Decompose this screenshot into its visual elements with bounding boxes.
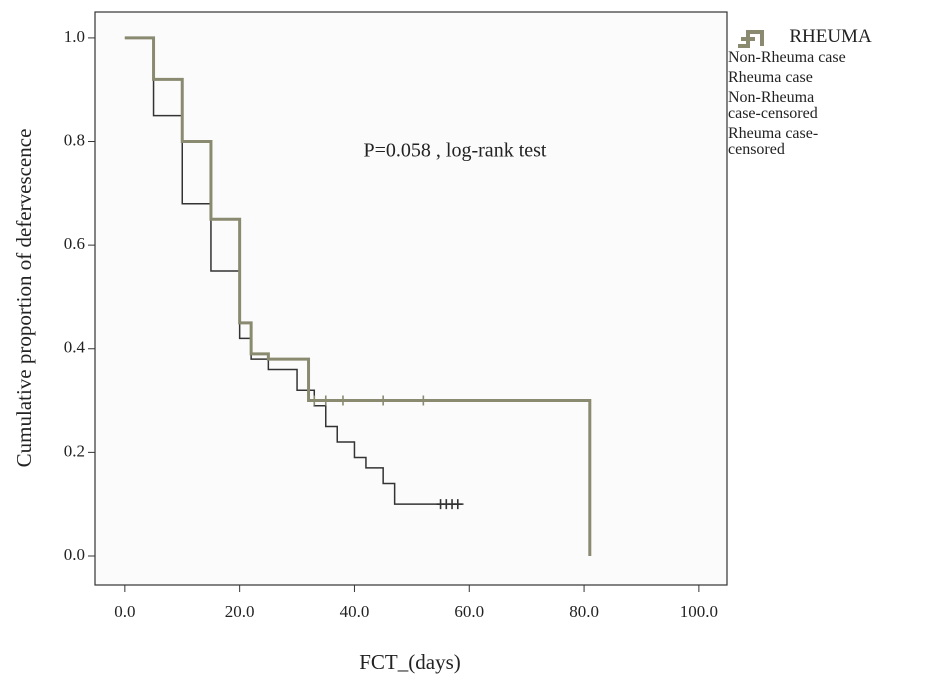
censor-mark: [310, 395, 319, 406]
legend-item: Non-Rheuma case-censored: [728, 31, 933, 122]
y-tick-label: 0.6: [64, 234, 85, 253]
y-tick-label: 0.4: [64, 338, 86, 357]
x-tick-label: 40.0: [340, 602, 370, 621]
annotation: P=0.058 , log-rank test: [364, 140, 547, 162]
legend-symbol: [741, 31, 755, 47]
x-tick-label: 60.0: [454, 602, 484, 621]
survival-curve: [124, 37, 464, 505]
legend-label: Rheuma case: [728, 69, 813, 86]
legend-item: Rheuma case-censored: [728, 31, 933, 158]
legend-item: Non-Rheuma case: [728, 31, 933, 66]
y-tick-label: 0.8: [64, 130, 85, 149]
legend-item: Rheuma case: [728, 30, 933, 86]
legend-label: Rheuma case-censored: [728, 125, 819, 158]
y-tick-label: 0.2: [64, 441, 85, 460]
survival-curve: [124, 36, 592, 556]
x-tick-label: 0.0: [114, 602, 135, 621]
y-tick-label: 1.0: [64, 27, 85, 46]
censor-mark: [453, 499, 462, 510]
legend-title: RHEUMA: [789, 26, 872, 47]
legend: RHEUMA Non-Rheuma case Rheuma case Non-Rhe…: [728, 26, 933, 162]
censor-mark: [419, 395, 428, 406]
legend-label: Non-Rheuma case-censored: [728, 89, 818, 122]
x-tick-label: 100.0: [680, 602, 718, 621]
y-axis-label: Cumulative proportion of defervescence: [12, 129, 36, 468]
x-tick-label: 20.0: [225, 602, 255, 621]
censor-mark: [321, 395, 330, 406]
y-tick-label: 0.0: [64, 545, 85, 564]
legend-label: Non-Rheuma case: [728, 49, 846, 66]
plot-frame: [94, 11, 728, 586]
x-axis-label: FCT_(days): [359, 650, 461, 674]
censor-mark: [379, 395, 388, 406]
legend-swatch: [741, 31, 755, 47]
x-tick-label: 80.0: [569, 602, 599, 621]
censor-mark: [338, 395, 347, 406]
